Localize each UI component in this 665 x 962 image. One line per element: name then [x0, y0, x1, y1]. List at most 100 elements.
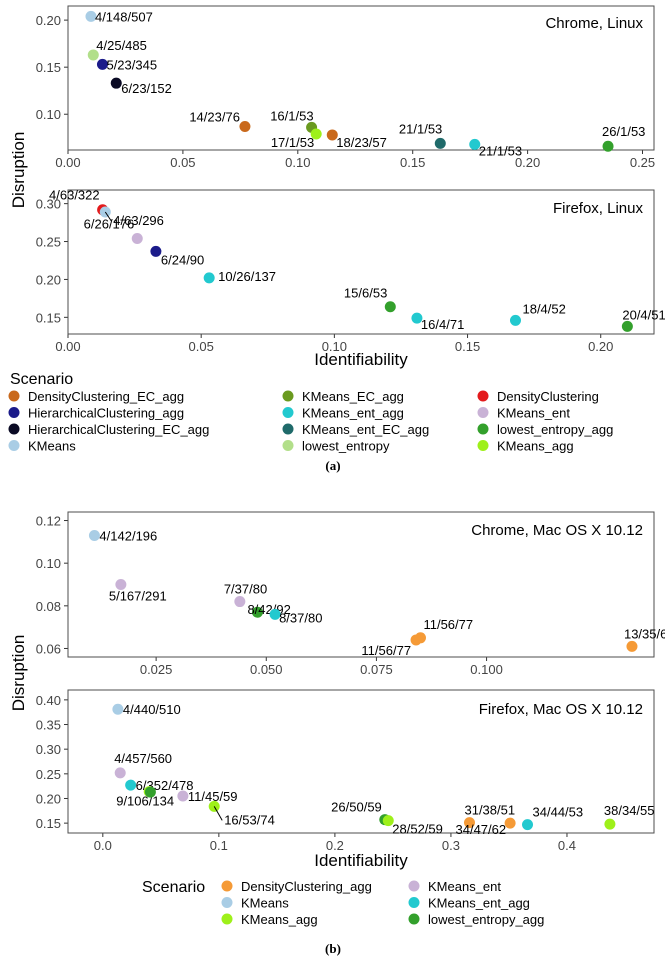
x-tick-label: 0.0	[94, 838, 112, 853]
legend-swatch	[8, 407, 20, 418]
point-label: 4/440/510	[123, 702, 181, 717]
point-label: 5/167/291	[109, 589, 167, 604]
data-point	[509, 314, 521, 326]
legend-label: KMeans_ent_EC_agg	[302, 422, 429, 437]
y-tick-label: 0.40	[36, 693, 61, 708]
point-label: 34/47/62	[456, 822, 507, 837]
data-point	[150, 245, 162, 257]
data-point	[96, 58, 108, 70]
point-label: 4/142/196	[99, 528, 157, 543]
caption-b: (b)	[325, 941, 341, 956]
data-point	[411, 312, 423, 324]
x-tick-label: 0.10	[322, 339, 347, 354]
y-tick-label: 0.10	[36, 556, 61, 571]
legend-title: Scenario	[10, 371, 73, 388]
data-point	[85, 10, 97, 22]
legend-swatch	[221, 913, 233, 925]
point-label: 18/4/52	[522, 301, 565, 316]
legend-swatch	[408, 880, 420, 892]
data-point	[269, 608, 281, 620]
point-label: 10/26/137	[218, 269, 276, 284]
point-label: 5/23/345	[106, 57, 157, 72]
point-label: 6/26/176	[84, 217, 135, 232]
y-tick-label: 0.20	[36, 13, 61, 28]
y-tick-label: 0.30	[36, 197, 61, 212]
legend-label: lowest_entropy_agg	[428, 912, 544, 927]
point-label: 20/4/51	[622, 307, 665, 322]
data-point	[326, 129, 338, 141]
legend-swatch	[282, 390, 294, 402]
x-tick-label: 0.10	[285, 155, 310, 170]
x-axis-title: Identifiability	[314, 350, 408, 369]
legend-label: KMeans	[241, 896, 289, 911]
legend-label: DensityClustering	[497, 389, 599, 404]
point-label: 26/1/53	[602, 124, 645, 139]
data-point	[87, 49, 99, 61]
point-label: 16/1/53	[270, 108, 313, 123]
data-point	[110, 77, 122, 89]
x-tick-label: 0.20	[515, 155, 540, 170]
point-label: 7/37/80	[224, 582, 267, 597]
x-tick-label: 0.20	[588, 339, 613, 354]
point-label: 11/45/59	[188, 789, 238, 804]
point-label: 28/52/59	[392, 822, 443, 837]
legend-swatch	[477, 407, 489, 418]
legend-label: KMeans_ent_agg	[428, 896, 530, 911]
data-point	[114, 767, 126, 779]
y-tick-label: 0.06	[36, 641, 61, 656]
data-point	[234, 596, 246, 608]
point-label: 13/35/62	[624, 626, 665, 641]
x-tick-label: 0.1	[210, 838, 228, 853]
point-label: 9/106/134	[116, 794, 174, 809]
x-tick-label: 0.4	[558, 838, 576, 853]
data-point	[131, 233, 143, 245]
point-label: 15/6/53	[344, 286, 387, 301]
point-label: 38/34/55	[604, 803, 655, 818]
x-tick-label: 0.075	[360, 662, 393, 677]
x-tick-label: 0.25	[630, 155, 655, 170]
data-point	[469, 138, 481, 150]
legend-label: DensityClustering_agg	[241, 879, 372, 894]
point-label: 4/63/296	[113, 213, 164, 228]
data-point	[177, 790, 189, 802]
point-label: 4/63/322	[49, 188, 100, 203]
x-tick-label: 0.00	[55, 339, 80, 354]
data-point	[463, 817, 475, 829]
scatter-panel-2: 0.15 0.20 0.25 0.30 0.00 0.05 0.10 0.15 0.20 Fire…	[36, 188, 665, 354]
point-label: 17/1/53	[271, 135, 314, 150]
data-point	[414, 632, 426, 644]
data-point	[604, 818, 616, 830]
panel-border	[67, 5, 655, 151]
data-point	[434, 137, 446, 149]
y-tick-label: 0.25	[36, 767, 61, 782]
y-tick-label: 0.12	[36, 514, 61, 529]
x-tick-label: 0.025	[140, 662, 173, 677]
legend-swatch	[282, 407, 294, 418]
point-label: 11/56/77	[361, 643, 411, 658]
point-label: 14/23/76	[189, 109, 240, 124]
y-tick-label: 0.15	[36, 816, 61, 831]
legend-swatch	[221, 897, 233, 908]
panel-title: Firefox, Mac OS X 10.12	[479, 701, 643, 718]
data-point	[112, 703, 124, 715]
legend-label: KMeans_ent	[428, 879, 501, 894]
legend-swatch	[408, 913, 420, 925]
legend-label: lowest_entropy	[302, 439, 390, 454]
label-leader	[213, 806, 223, 821]
data-point	[125, 779, 137, 791]
point-label: 34/44/53	[533, 805, 584, 820]
x-tick-label: 0.050	[250, 662, 283, 677]
scatter-panel-3: 0.06 0.08 0.10 0.12 0.025 0.050 0.075 0.100 Chro…	[36, 511, 665, 677]
y-tick-label: 0.30	[36, 742, 61, 757]
legend-swatch	[8, 423, 20, 435]
point-label: 21/1/53	[399, 121, 442, 136]
x-tick-label: 0.100	[470, 662, 503, 677]
legend-label: KMeans_ent_agg	[302, 406, 404, 421]
panel-border	[67, 689, 655, 834]
legend-swatch	[477, 423, 489, 435]
y-tick-label: 0.15	[36, 60, 61, 75]
point-label: 26/50/59	[331, 800, 382, 815]
panel-title: Firefox, Linux	[553, 200, 644, 217]
point-label: 18/23/57	[336, 135, 387, 150]
